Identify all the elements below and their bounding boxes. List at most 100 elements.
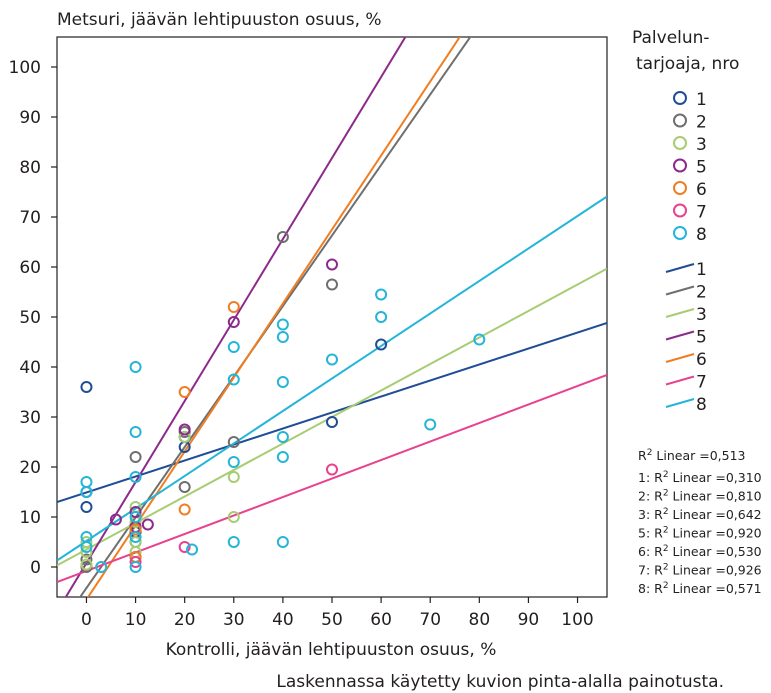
- legend-line-label: 6: [696, 350, 707, 370]
- legend-marker-label: 8: [696, 225, 707, 245]
- legend-line-label: 8: [696, 395, 707, 415]
- legend-line-5: [665, 330, 695, 341]
- y-tick-label: 30: [19, 408, 41, 428]
- point-series-8: [227, 341, 240, 353]
- r-squared-entry: 1: R2 Linear =0,310: [638, 470, 762, 485]
- point-series-3: [129, 536, 142, 548]
- legend-marker-5: [673, 158, 687, 173]
- data-points: [80, 231, 486, 573]
- x-tick-label: 20: [174, 610, 196, 630]
- y-tick-label: 10: [19, 508, 41, 528]
- x-tick-label: 80: [469, 610, 491, 630]
- r-squared-entry: 3: R2 Linear =0,642: [638, 507, 762, 522]
- point-series-8: [227, 456, 240, 468]
- point-series-8: [276, 376, 289, 388]
- point-series-8: [375, 288, 388, 301]
- r-squared-list: R2 Linear =0,513 1: R2 Linear =0,310 2: R2…: [638, 448, 762, 596]
- y-tick-label: 40: [19, 358, 41, 378]
- legend-line-3: [665, 308, 695, 318]
- point-series-8: [129, 426, 142, 438]
- y-tick-label: 70: [19, 208, 41, 228]
- legend-title-line2: tarjoaja, nro: [636, 54, 739, 74]
- x-tick-label: 70: [419, 610, 441, 630]
- r-squared-entry: 2: R2 Linear =0,810: [638, 489, 762, 504]
- point-series-8: [227, 373, 240, 386]
- point-series-8: [276, 431, 289, 443]
- fit-line-8: [57, 195, 607, 562]
- legend-marker-label: 6: [696, 180, 707, 200]
- point-series-5: [141, 518, 154, 531]
- point-series-8: [129, 531, 142, 543]
- y-axis: 0 10 20 30 40 50 60 70 80 90 100: [9, 58, 57, 578]
- point-series-8: [186, 543, 199, 556]
- r-squared-entry: 8: R2 Linear =0,571: [638, 581, 762, 596]
- point-series-8: [276, 451, 289, 463]
- x-axis: 0 10 20 30 40 50 60 70 80 90 100: [81, 597, 594, 630]
- point-series-1: [326, 416, 338, 428]
- point-series-1: [375, 338, 388, 351]
- point-series-2: [326, 278, 338, 291]
- fit-line-6: [86, 37, 461, 597]
- point-series-8: [129, 361, 142, 373]
- legend-line-label: 1: [696, 260, 707, 280]
- x-tick-label: 0: [81, 610, 92, 630]
- point-series-5: [109, 513, 122, 526]
- legend-marker-label: 2: [696, 113, 707, 133]
- point-series-1: [80, 501, 93, 513]
- point-series-7: [326, 463, 338, 476]
- point-series-8: [326, 353, 338, 366]
- r-squared-entry: 5: R2 Linear =0,920: [638, 526, 762, 541]
- point-series-1: [80, 381, 93, 393]
- legend-marker-label: 7: [696, 203, 707, 223]
- legend-marker-3: [673, 136, 687, 150]
- point-series-3: [80, 536, 93, 548]
- y-tick-label: 60: [19, 258, 41, 278]
- y-tick-label: 0: [30, 558, 41, 578]
- point-series-8: [276, 331, 289, 343]
- point-series-8: [276, 318, 289, 331]
- point-series-5: [178, 423, 191, 436]
- legend-line-8: [665, 398, 695, 408]
- point-series-6: [129, 523, 142, 536]
- point-series-3: [178, 431, 191, 443]
- x-axis-label: Kontrolli, jäävän lehtipuuston osuus, %: [166, 640, 497, 660]
- y-tick-label: 20: [19, 458, 41, 478]
- legend-marker-6: [673, 181, 687, 195]
- point-series-7: [178, 541, 191, 553]
- point-series-2: [178, 481, 191, 493]
- x-tick-label: 100: [561, 610, 593, 630]
- legend-line-6: [665, 353, 695, 363]
- legend-line-7: [665, 375, 695, 386]
- point-series-8: [129, 561, 142, 573]
- point-series-8: [227, 536, 240, 548]
- legend-marker-label: 1: [696, 90, 707, 110]
- point-series-6: [178, 386, 191, 398]
- legend-marker-1: [673, 91, 687, 105]
- point-series-3: [227, 471, 240, 483]
- legend-marker-8: [673, 226, 687, 240]
- x-tick-label: 60: [370, 610, 392, 630]
- legend-line-label: 2: [696, 283, 707, 303]
- point-series-7: [129, 556, 142, 568]
- point-series-8: [80, 486, 93, 498]
- point-series-5: [129, 506, 142, 518]
- x-tick-label: 90: [518, 610, 540, 630]
- regression-lines: [57, 37, 607, 597]
- point-series-8: [473, 333, 486, 346]
- point-series-8: [80, 541, 93, 553]
- point-series-8: [95, 561, 108, 573]
- fit-line-5: [64, 37, 407, 597]
- point-series-2: [129, 451, 142, 463]
- legend-line-label: 3: [696, 305, 707, 325]
- point-series-2: [227, 436, 240, 448]
- point-series-2: [80, 553, 93, 566]
- legend-marker-2: [673, 113, 687, 128]
- point-series-3: [227, 511, 240, 523]
- footnote: Laskennassa käytetty kuvion pinta-alalla…: [276, 672, 724, 692]
- x-tick-label: 40: [272, 610, 294, 630]
- x-tick-label: 10: [125, 610, 147, 630]
- x-tick-label: 50: [321, 610, 343, 630]
- point-series-8: [80, 476, 93, 488]
